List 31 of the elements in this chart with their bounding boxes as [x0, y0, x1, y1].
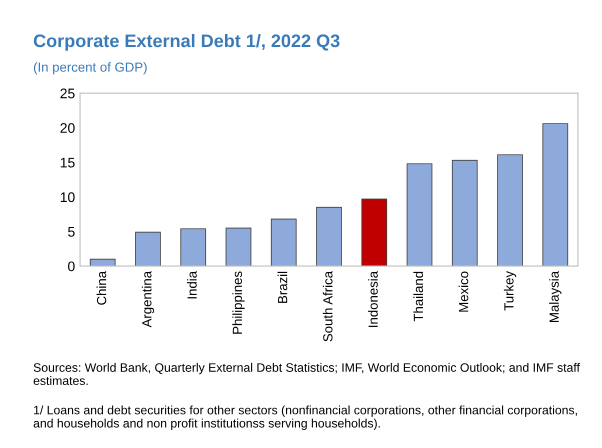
x-tick-label: Malaysia: [549, 270, 562, 322]
y-tick-label: 10: [60, 192, 75, 202]
bar: [180, 228, 206, 266]
bar: [361, 198, 388, 266]
bar: [270, 218, 297, 266]
bar: [452, 160, 478, 266]
x-tick-label: China: [96, 270, 106, 305]
x-tick-label: South Africa: [322, 270, 333, 342]
chart-title: Corporate External Debt 1/, 2022 Q3: [34, 34, 340, 51]
bar: [406, 163, 432, 266]
bar: [226, 228, 252, 266]
y-tick-label: 20: [60, 123, 75, 133]
y-tick-label: 5: [68, 227, 75, 237]
source-note: Sources: World Bank, Quarterly External Debt Statistics; IMF, World Economic Outlook; and IMF staff estimates.: [34, 362, 580, 386]
bar: [135, 232, 161, 266]
x-tick-label: Indonesia: [368, 270, 378, 327]
x-tick-label: Mexico: [458, 272, 468, 312]
x-tick-label: Brazil: [278, 272, 288, 303]
y-tick-label: 0: [68, 261, 75, 272]
bar: [497, 154, 523, 266]
x-tick-label: Turkey: [504, 270, 516, 311]
bar: [316, 206, 342, 266]
y-tick-label: 15: [60, 158, 75, 168]
x-tick-label: Argentina: [142, 270, 154, 328]
chart-subtitle: (In percent of GDP): [34, 62, 147, 74]
y-tick-label: 25: [60, 88, 75, 98]
bar: [542, 123, 568, 266]
x-tick-label: Philippines: [232, 271, 245, 334]
x-tick-label: India: [187, 270, 197, 298]
x-tick-label: Thailand: [413, 272, 424, 322]
text: 1/ Loans and debt securities for other sectors (nonfinancial corporations, other financial corporations, and households and non profit institutionss serving households).: [34, 405, 577, 430]
